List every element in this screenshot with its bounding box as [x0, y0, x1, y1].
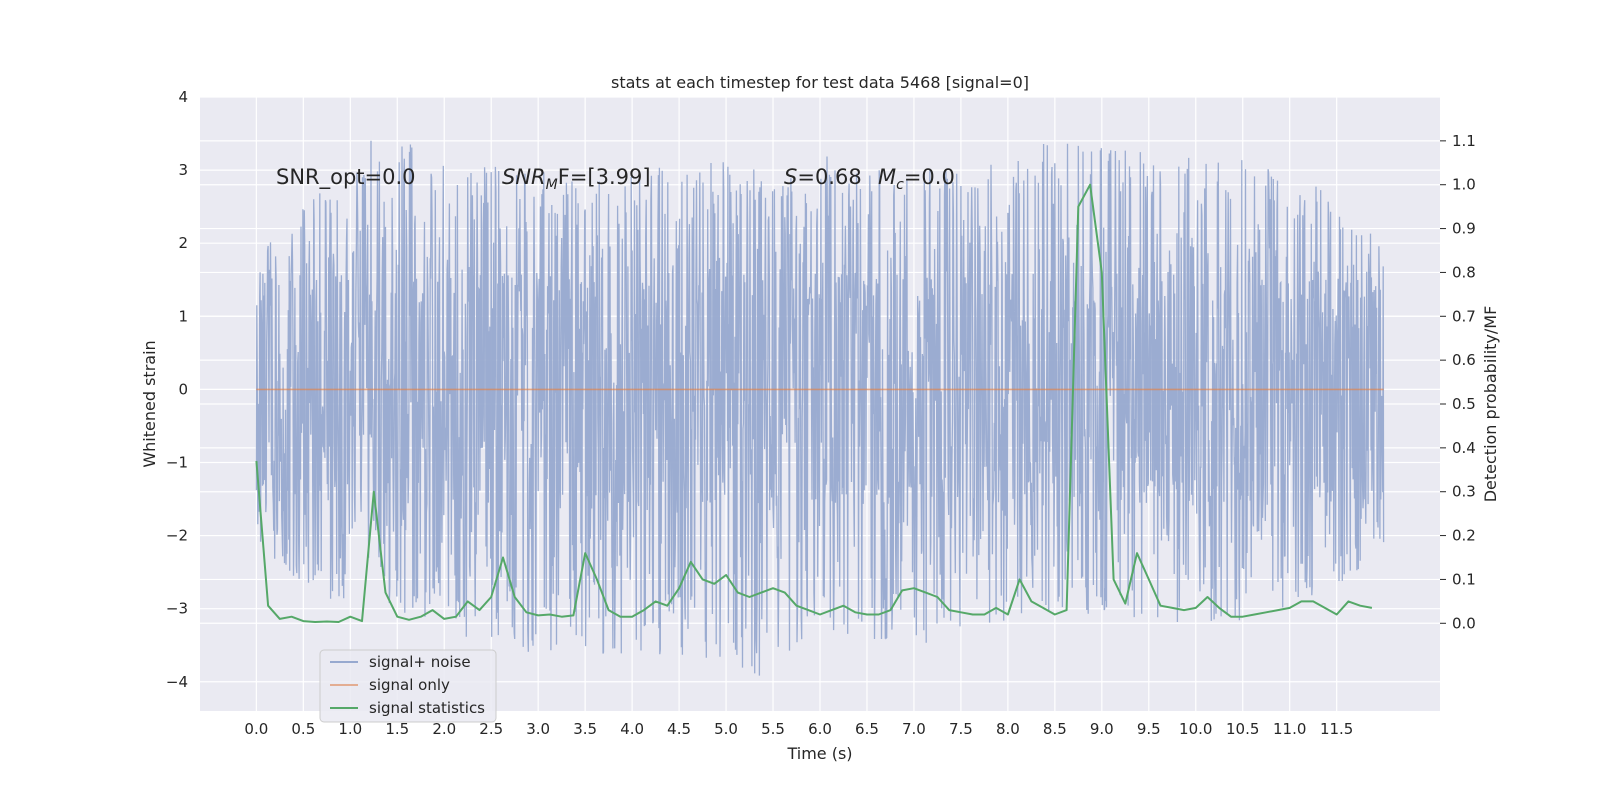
y-tick-label: −1	[166, 453, 188, 471]
annotation-snr-mf-prefix: SNR	[502, 165, 546, 189]
x-tick-label: 5.5	[761, 720, 785, 738]
y-tick-label: −2	[166, 527, 188, 545]
x-tick-label: 1.5	[385, 720, 409, 738]
y-tick-label: 2	[178, 234, 188, 252]
legend-box	[319, 649, 497, 723]
x-tick-label: 6.0	[808, 720, 832, 738]
y2-tick-label: 0.0	[1452, 614, 1476, 632]
x-tick-label: 8.5	[1043, 720, 1067, 738]
y2-tick-label: 1.0	[1452, 176, 1476, 194]
annotation-snr-mf: SNRMF=[3.99]	[502, 165, 651, 193]
y2-axis-ticks: 1.1 1.0 0.9 0.8 0.7 0.6 0.5 0.4 0.3 0.2 0.1 0.0	[1440, 132, 1476, 632]
y2-tick-label: 0.6	[1452, 351, 1476, 369]
x-tick-label: 11.0	[1273, 720, 1306, 738]
annotation-s-prefix: S	[784, 165, 797, 189]
y-tick-label: 0	[178, 380, 188, 398]
annotation-s-value: =0.68	[797, 165, 861, 189]
chart-title: stats at each timestep for test data 546…	[611, 73, 1029, 92]
x-tick-label: 2.0	[432, 720, 456, 738]
annotation-mc-value: =0.0	[904, 165, 955, 189]
x-tick-label: 7.5	[949, 720, 973, 738]
x-tick-label: 6.5	[855, 720, 879, 738]
y2-tick-label: 0.3	[1452, 483, 1476, 501]
x-tick-label: 5.0	[714, 720, 738, 738]
y-tick-label: −3	[166, 600, 188, 618]
y2-tick-label: 0.5	[1452, 395, 1476, 413]
y2-axis-label: Detection probability/MF	[1481, 306, 1500, 503]
x-tick-label: 4.0	[620, 720, 644, 738]
x-tick-label: 11.5	[1320, 720, 1353, 738]
annotation-snr-mf-suffix: F=[3.99]	[558, 165, 651, 189]
y2-tick-label: 0.8	[1452, 263, 1476, 281]
annotation-snr-mf-sub: M	[546, 177, 558, 193]
annotation-s: S=0.68	[784, 165, 862, 189]
annotation-mc: Mc=0.0	[878, 165, 955, 193]
y2-tick-label: 1.1	[1452, 132, 1476, 150]
y2-tick-label: 0.1	[1452, 570, 1476, 588]
legend: signal+ noise signal only signal statist…	[319, 649, 497, 723]
y2-tick-label: 0.4	[1452, 439, 1476, 457]
series-signal-noise-line	[255, 140, 1385, 676]
x-tick-label: 0.5	[291, 720, 315, 738]
x-tick-label: 0.0	[244, 720, 268, 738]
annotation-mc-prefix: M	[878, 165, 896, 189]
series-layer	[255, 140, 1385, 676]
y-tick-label: 1	[178, 307, 188, 325]
x-tick-label: 3.5	[573, 720, 597, 738]
grid	[200, 96, 1440, 711]
x-tick-label: 7.0	[902, 720, 926, 738]
x-tick-label: 10.0	[1179, 720, 1212, 738]
annotation-snr-opt: SNR_opt=0.0	[276, 165, 416, 190]
y2-tick-label: 0.2	[1452, 527, 1476, 545]
y-axis-label: Whitened strain	[140, 340, 159, 467]
legend-label-signal-statistics: signal statistics	[369, 699, 485, 717]
y-axis-ticks: 4 3 2 1 0 −1 −2 −3 −4	[166, 88, 188, 691]
x-tick-label: 2.5	[479, 720, 503, 738]
legend-label-signal-noise: signal+ noise	[369, 653, 471, 671]
x-axis-label: Time (s)	[786, 744, 852, 763]
y-tick-label: 3	[178, 161, 188, 179]
x-tick-label: 8.0	[996, 720, 1020, 738]
y-tick-label: 4	[178, 88, 188, 106]
x-tick-label: 9.5	[1137, 720, 1161, 738]
x-tick-label: 9.0	[1090, 720, 1114, 738]
y2-tick-label: 0.7	[1452, 307, 1476, 325]
series-signal-statistics-line	[255, 183, 1373, 623]
y2-tick-label: 0.9	[1452, 220, 1476, 238]
x-axis-ticks: 0.0 0.5 1.0 1.5 2.0 2.5 3.0 3.5 4.0 4.5 5.0 5.5 6.0 6…	[244, 720, 1353, 738]
y-tick-label: −4	[166, 673, 188, 691]
annotation-mc-sub: c	[896, 177, 904, 193]
legend-label-signal-only: signal only	[369, 676, 450, 694]
x-tick-label: 1.0	[338, 720, 362, 738]
x-tick-label: 4.5	[667, 720, 691, 738]
x-tick-label: 3.0	[526, 720, 550, 738]
x-tick-label: 10.5	[1226, 720, 1259, 738]
